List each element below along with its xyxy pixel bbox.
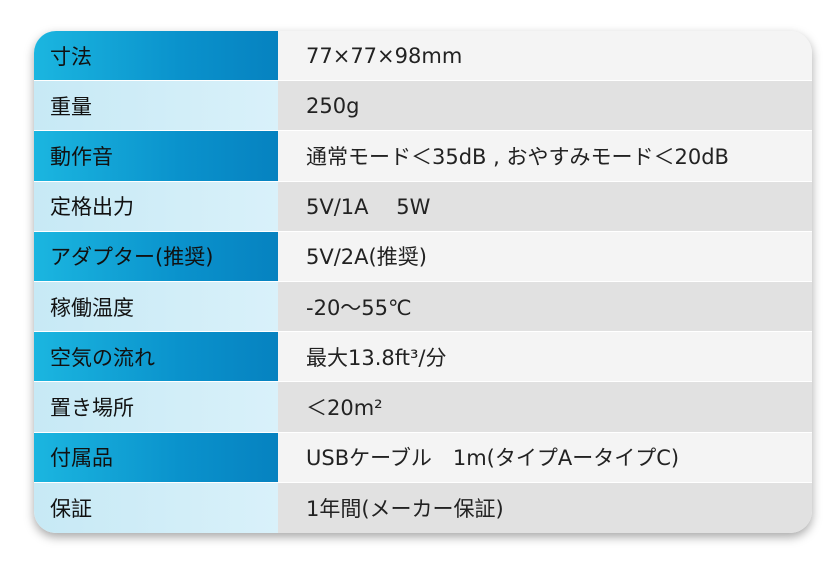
spec-label: アダプター(推奨) xyxy=(34,231,278,281)
spec-row-airflow: 空気の流れ 最大13.8ft³/分 xyxy=(34,332,812,383)
spec-value: ＜20m² xyxy=(278,382,812,432)
spec-label: 置き場所 xyxy=(34,382,278,432)
spec-row-adapter: アダプター(推奨) 5V/2A(推奨) xyxy=(34,231,812,282)
spec-label: 付属品 xyxy=(34,432,278,482)
spec-label: 保証 xyxy=(34,482,278,533)
spec-value: 最大13.8ft³/分 xyxy=(278,332,812,382)
spec-value: USBケーブル 1m(タイプAータイプC) xyxy=(278,432,812,482)
spec-value: 250g xyxy=(278,81,812,131)
spec-value: -20〜55℃ xyxy=(278,281,812,332)
spec-value: 5V/1A 5W xyxy=(278,181,812,231)
spec-value: 通常モード＜35dB , おやすみモード＜20dB xyxy=(278,131,812,181)
spec-row-noise: 動作音 通常モード＜35dB , おやすみモード＜20dB xyxy=(34,131,812,182)
spec-value: 77×77×98mm xyxy=(278,31,812,81)
spec-label: 寸法 xyxy=(34,31,278,81)
spec-row-warranty: 保証 1年間(メーカー保証) xyxy=(34,482,812,533)
spec-row-placement: 置き場所 ＜20m² xyxy=(34,382,812,433)
spec-row-accessories: 付属品 USBケーブル 1m(タイプAータイプC) xyxy=(34,432,812,483)
spec-value: 1年間(メーカー保証) xyxy=(278,482,812,533)
spec-row-operating-temp: 稼働温度 -20〜55℃ xyxy=(34,281,812,333)
spec-label: 定格出力 xyxy=(34,181,278,231)
spec-label: 重量 xyxy=(34,81,278,131)
spec-table: 寸法 77×77×98mm 重量 250g 動作音 通常モード＜35dB , お… xyxy=(34,31,812,533)
spec-label: 稼働温度 xyxy=(34,281,278,332)
spec-label: 空気の流れ xyxy=(34,332,278,382)
spec-row-rated-output: 定格出力 5V/1A 5W xyxy=(34,181,812,232)
spec-label: 動作音 xyxy=(34,131,278,181)
spec-value: 5V/2A(推奨) xyxy=(278,231,812,281)
spec-row-weight: 重量 250g xyxy=(34,81,812,132)
spec-row-dimensions: 寸法 77×77×98mm xyxy=(34,31,812,82)
